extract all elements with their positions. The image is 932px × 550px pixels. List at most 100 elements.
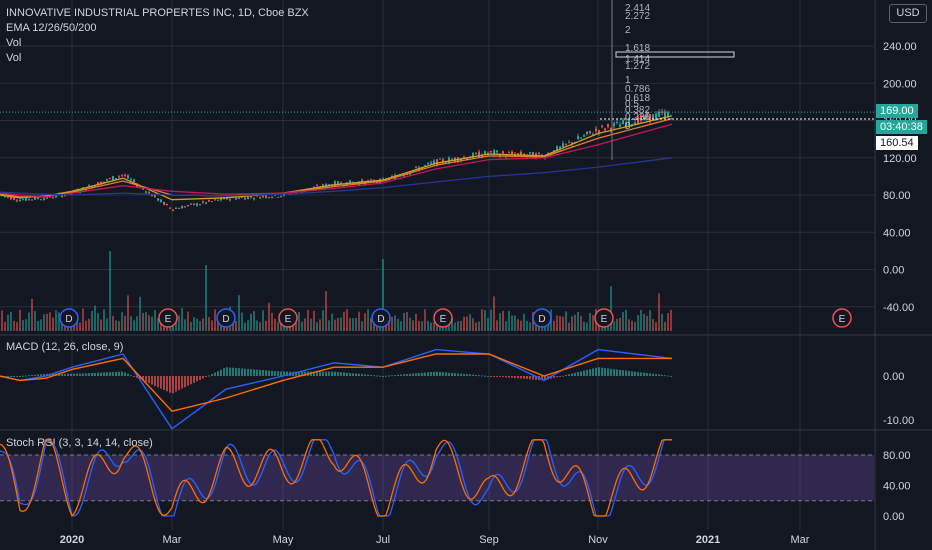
volume-legend-2[interactable]: Vol (6, 52, 22, 64)
macd-hist-bar (577, 372, 579, 376)
volume-bar (418, 320, 420, 331)
macd-hist-bar (154, 376, 156, 386)
volume-bar (55, 310, 57, 331)
dividend-marker[interactable]: D (532, 308, 552, 328)
volume-bar (583, 321, 585, 331)
last-price-tag: 169.00 (876, 104, 918, 118)
price-tick-label: 120.00 (883, 153, 917, 165)
candle (178, 207, 180, 209)
volume-bar (628, 319, 630, 331)
candle (22, 198, 24, 201)
candle (502, 150, 504, 154)
earnings-marker[interactable]: E (433, 308, 453, 328)
candle (490, 150, 492, 154)
volume-bar (529, 322, 531, 331)
macd-hist-bar (469, 374, 471, 376)
volume-bar (28, 312, 30, 331)
volume-bar (241, 312, 243, 331)
volume-bar (469, 314, 471, 331)
dividend-marker[interactable]: D (216, 308, 236, 328)
ema-legend[interactable]: EMA 12/26/50/200 (6, 22, 97, 34)
macd-hist-bar (223, 368, 225, 376)
earnings-marker[interactable]: E (594, 308, 614, 328)
macd-hist-bar (415, 373, 417, 376)
volume-bar (316, 322, 318, 331)
macd-hist-bar (616, 369, 618, 376)
macd-hist-bar (277, 371, 279, 376)
macd-hist-bar (25, 375, 27, 377)
macd-hist-bar (586, 369, 588, 376)
macd-hist-bar (466, 374, 468, 376)
candle (601, 124, 603, 129)
macd-hist-bar (445, 372, 447, 376)
volume-bar (556, 315, 558, 331)
event-marker-label: E (839, 314, 846, 325)
volume-bar (181, 307, 183, 331)
macd-hist-bar (181, 376, 183, 389)
earnings-marker[interactable]: E (278, 308, 298, 328)
volume-bar (148, 315, 150, 331)
macd-hist-bar (349, 373, 351, 376)
macd-hist-bar (385, 375, 387, 377)
candle (337, 180, 339, 187)
time-tick-label: 2020 (60, 534, 84, 546)
macd-hist-bar (121, 371, 123, 376)
candle (124, 173, 126, 178)
volume-bar (109, 251, 111, 331)
volume-bar (43, 314, 45, 331)
volume-bar (670, 309, 672, 331)
fib-level-label: 2.272 (625, 11, 650, 22)
time-axis[interactable]: 2020 Mar May Jul Sep Nov 2021 Mar (60, 534, 810, 546)
candle (568, 139, 570, 144)
macd-hist-bar (520, 376, 522, 379)
ema-50-line (0, 123, 673, 198)
volume-bar (304, 318, 306, 331)
macd-hist-bar (205, 376, 207, 377)
volume-legend[interactable]: Vol (6, 37, 22, 49)
symbol-title[interactable]: INNOVATIVE INDUSTRIAL PROPERTES INC, 1D,… (6, 7, 309, 19)
macd-hist-bar (7, 376, 9, 377)
macd-hist-bar (478, 375, 480, 377)
macd-hist-bar (163, 376, 165, 391)
macd-hist-bar (193, 376, 195, 383)
fib-level-label: 1.272 (625, 61, 650, 72)
currency-button[interactable]: USD (889, 4, 927, 23)
volume-bar (490, 309, 492, 331)
volume-bar (139, 296, 141, 331)
candle (382, 177, 384, 180)
candle (616, 119, 618, 125)
earnings-marker[interactable]: E (832, 308, 852, 328)
dividend-marker[interactable]: D (371, 308, 391, 328)
price-axis[interactable]: 240.00200.00160.00120.0080.0040.000.00-4… (883, 41, 917, 523)
event-marker-label: D (538, 314, 545, 325)
volume-bar (256, 320, 258, 331)
volume-bar (250, 313, 252, 331)
dividend-marker[interactable]: D (59, 308, 79, 328)
volume-bar (136, 316, 138, 331)
volume-bar (7, 314, 9, 331)
price-tick-label: 80.00 (883, 190, 911, 202)
stoch-tick-label: 40.00 (883, 481, 911, 493)
fib-level-label: 2 (625, 25, 631, 36)
macd-hist-bar (208, 375, 210, 377)
macd-hist-bar (136, 376, 138, 378)
macd-hist-bar (85, 373, 87, 376)
candle (193, 203, 195, 206)
volume-bar (205, 265, 207, 331)
stoch-band (0, 455, 874, 501)
volume-bar (118, 321, 120, 331)
macd-hist-bar (670, 375, 672, 377)
volume-bar (19, 309, 21, 331)
macd-hist-bar (430, 372, 432, 376)
candle (562, 140, 564, 148)
earnings-marker[interactable]: E (158, 308, 178, 328)
macd-hist-bar (397, 374, 399, 376)
volume-bar (514, 315, 516, 331)
stoch-pane: Stoch RSI (3, 3, 14, 14, close) (0, 437, 874, 518)
volume-bar (502, 310, 504, 331)
candle (586, 131, 588, 136)
volume-bar (463, 316, 465, 331)
macd-hist-bar (541, 376, 543, 381)
candle (214, 198, 216, 201)
